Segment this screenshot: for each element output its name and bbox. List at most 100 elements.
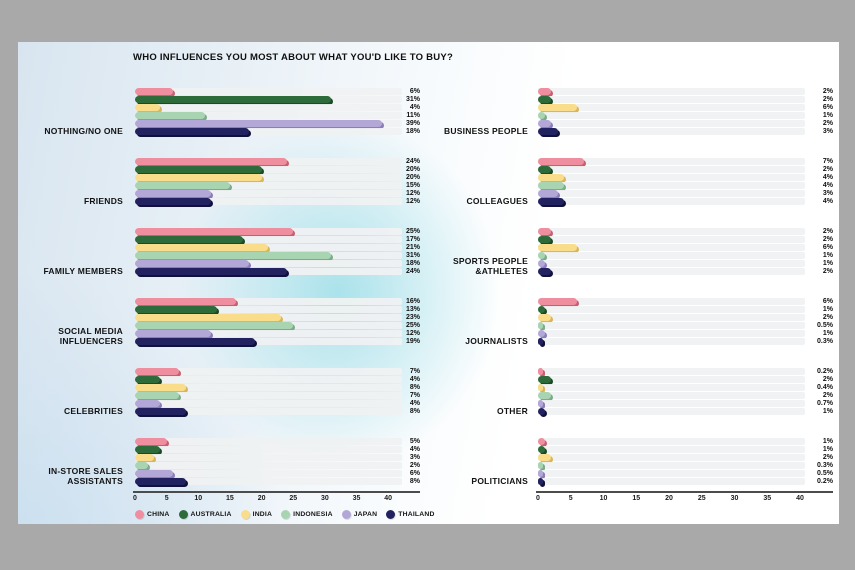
axis-tick-label: 10 xyxy=(194,494,203,502)
bar-thailand xyxy=(538,268,552,275)
bar-thailand xyxy=(538,128,558,135)
axis-line xyxy=(133,491,420,493)
value-label: 2% xyxy=(822,88,833,95)
value-label: 8% xyxy=(409,478,420,485)
bar-track xyxy=(538,376,805,383)
axis-tick-label: 30 xyxy=(320,494,329,502)
china-color-dot-icon xyxy=(135,510,144,519)
value-label: 11% xyxy=(406,112,420,119)
category-group: IN-STORE SALES ASSISTANTS 5% 4% 3% 2% 6% 8% xyxy=(18,438,420,486)
bar-track xyxy=(538,438,805,445)
value-label: 20% xyxy=(405,174,420,181)
bar-row: 0.7% xyxy=(538,400,833,408)
bar-indonesia xyxy=(538,112,545,119)
value-label: 12% xyxy=(405,198,420,205)
bar-row: 0.2% xyxy=(538,368,833,376)
bar-track xyxy=(135,252,402,259)
legend-item-thailand: THAILAND xyxy=(386,510,434,519)
legend-item-indonesia: INDONESIA xyxy=(281,510,333,519)
value-label: 20% xyxy=(405,166,420,173)
bar-australia xyxy=(538,376,552,383)
bar-track xyxy=(538,104,805,111)
bar-australia xyxy=(135,306,218,313)
bar-track xyxy=(538,314,805,321)
bar-track xyxy=(135,268,402,275)
bar-row: 1% xyxy=(538,252,833,260)
bar-indonesia xyxy=(538,252,545,259)
bar-row: 2% xyxy=(538,88,833,96)
axis-tick-label: 40 xyxy=(384,494,393,502)
bar-track xyxy=(135,462,402,469)
bar-row: 20% xyxy=(135,174,420,182)
bar-track xyxy=(135,190,402,197)
bar-china xyxy=(538,88,552,95)
bar-row: 25% xyxy=(135,322,420,330)
bar-indonesia xyxy=(538,462,543,469)
bar-indonesia xyxy=(538,182,565,189)
bar-track xyxy=(538,470,805,477)
bar-row: 4% xyxy=(135,446,420,454)
bar-thailand xyxy=(135,408,186,415)
bar-track xyxy=(538,236,805,243)
bar-india xyxy=(135,104,161,111)
bar-row: 0.5% xyxy=(538,322,833,330)
bar-indonesia xyxy=(538,392,552,399)
bar-japan xyxy=(135,190,211,197)
bar-track xyxy=(135,298,402,305)
bar-track xyxy=(135,330,402,337)
legend-label: THAILAND xyxy=(398,511,435,518)
bar-india xyxy=(538,314,552,321)
value-label: 19% xyxy=(405,338,420,345)
bar-row: 25% xyxy=(135,228,420,236)
value-label: 8% xyxy=(409,384,420,391)
axis-tick-label: 15 xyxy=(632,494,641,502)
bar-japan xyxy=(135,260,249,267)
bar-japan xyxy=(538,400,543,407)
value-label: 0.3% xyxy=(817,338,833,345)
bar-track xyxy=(135,400,402,407)
bar-track xyxy=(538,112,805,119)
bar-track xyxy=(538,408,805,415)
value-label: 2% xyxy=(822,166,833,173)
bar-china xyxy=(135,228,294,235)
chart-legend: CHINA AUSTRALIA INDIA INDONESIA JAPAN THAILAN… xyxy=(135,510,434,519)
bar-track xyxy=(538,244,805,251)
bar-row: 4% xyxy=(538,174,833,182)
thailand-color-dot-icon xyxy=(386,510,396,519)
legend-label: JAPAN xyxy=(353,511,378,518)
axis-tick-label: 10 xyxy=(599,494,608,502)
bar-china xyxy=(538,158,584,165)
value-label: 4% xyxy=(822,182,833,189)
value-label: 23% xyxy=(405,314,420,321)
bar-track xyxy=(538,174,805,181)
bar-australia xyxy=(135,376,161,383)
bar-track xyxy=(538,198,805,205)
bar-track xyxy=(538,322,805,329)
value-label: 2% xyxy=(822,96,833,103)
bar-india xyxy=(135,314,281,321)
bar-thailand xyxy=(538,478,543,485)
bar-track xyxy=(538,384,805,391)
legend-item-japan: JAPAN xyxy=(341,510,378,519)
bar-track xyxy=(135,236,402,243)
x-axis: 0 5 10 15 20 25 30 35 40 xyxy=(133,491,420,505)
value-label: 4% xyxy=(409,376,420,383)
value-label: 2% xyxy=(822,236,833,243)
bar-india xyxy=(538,384,543,391)
category-label: SOCIAL MEDIA INFLUENCERS xyxy=(58,325,123,346)
indonesia-color-dot-icon xyxy=(281,510,291,519)
value-label: 18% xyxy=(405,128,420,135)
bar-track xyxy=(538,338,805,345)
bar-track xyxy=(538,454,805,461)
bar-row: 4% xyxy=(538,198,833,206)
bar-track xyxy=(538,330,805,337)
bar-row: 31% xyxy=(135,96,420,104)
bar-row: 15% xyxy=(135,182,420,190)
category-label: NOTHING/NO ONE xyxy=(44,125,123,136)
bar-indonesia xyxy=(135,182,230,189)
category-label: FRIENDS xyxy=(83,195,123,206)
x-axis: 0 5 10 15 20 25 30 35 40 xyxy=(536,491,833,505)
bar-track xyxy=(135,182,402,189)
value-label: 4% xyxy=(409,400,420,407)
bar-japan xyxy=(135,400,161,407)
